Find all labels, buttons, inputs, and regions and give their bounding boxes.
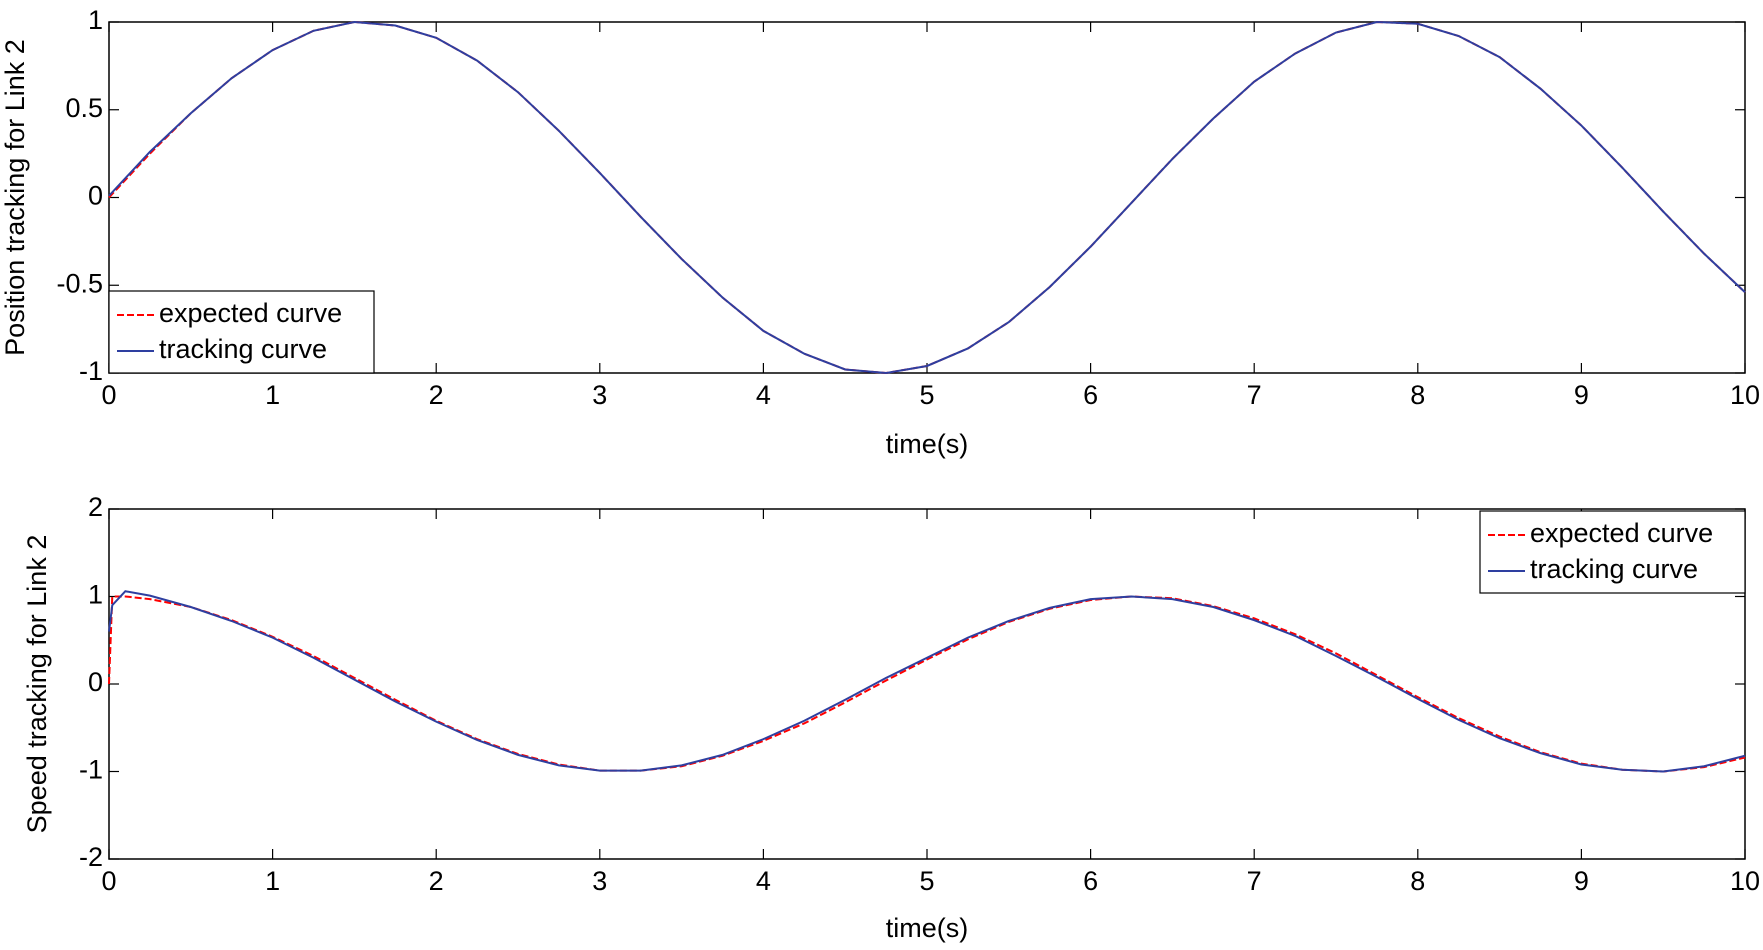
x-tick-label: 1 bbox=[265, 380, 280, 410]
y-tick-label: 2 bbox=[88, 492, 103, 522]
x-tick-label: 10 bbox=[1730, 380, 1760, 410]
x-tick-label: 7 bbox=[1247, 380, 1262, 410]
x-tick-label: 8 bbox=[1410, 380, 1425, 410]
data-line bbox=[108, 595, 1746, 773]
legend-label: expected curve bbox=[1530, 518, 1713, 548]
x-tick-label: 7 bbox=[1247, 866, 1262, 896]
x-tick-label: 0 bbox=[101, 866, 116, 896]
x-tick-label: 3 bbox=[592, 866, 607, 896]
y-tick-label: 1 bbox=[88, 580, 103, 610]
y-tick-label: 0 bbox=[88, 181, 103, 211]
x-tick-label: 1 bbox=[265, 866, 280, 896]
y-axis-label: Position tracking for Link 2 bbox=[0, 39, 30, 356]
y-tick-label: -1 bbox=[79, 356, 103, 386]
x-tick-label: 5 bbox=[919, 380, 934, 410]
x-tick-label: 4 bbox=[756, 380, 771, 410]
x-tick-label: 6 bbox=[1083, 866, 1098, 896]
y-axis-label: Speed tracking for Link 2 bbox=[22, 535, 52, 834]
legend-box bbox=[108, 290, 375, 374]
x-tick-label: 2 bbox=[429, 866, 444, 896]
x-tick-label: 8 bbox=[1410, 866, 1425, 896]
y-tick-label: 1 bbox=[88, 5, 103, 35]
x-tick-label: 0 bbox=[101, 380, 116, 410]
x-tick-label: 10 bbox=[1730, 866, 1760, 896]
x-tick-label: 6 bbox=[1083, 380, 1098, 410]
x-tick-label: 5 bbox=[919, 866, 934, 896]
legend-label: tracking curve bbox=[159, 334, 327, 364]
x-axis-label: time(s) bbox=[886, 429, 969, 459]
x-tick-label: 4 bbox=[756, 866, 771, 896]
legend-box bbox=[1479, 510, 1746, 594]
legend-label: tracking curve bbox=[1530, 554, 1698, 584]
x-tick-label: 9 bbox=[1574, 380, 1589, 410]
legend: expected curve tracking curve bbox=[1479, 510, 1746, 594]
y-tick-label: 0 bbox=[88, 667, 103, 697]
legend-label: expected curve bbox=[159, 298, 342, 328]
x-tick-label: 9 bbox=[1574, 866, 1589, 896]
x-tick-label: 2 bbox=[429, 380, 444, 410]
y-tick-label: -1 bbox=[79, 755, 103, 785]
x-axis-label: time(s) bbox=[886, 913, 969, 943]
legend: expected curve tracking curve bbox=[108, 290, 375, 374]
y-tick-label: 0.5 bbox=[65, 93, 103, 123]
y-tick-label: -0.5 bbox=[56, 268, 103, 298]
data-line bbox=[108, 590, 1746, 773]
y-tick-label: -2 bbox=[79, 842, 103, 872]
x-tick-label: 3 bbox=[592, 380, 607, 410]
data-line bbox=[108, 20, 1746, 375]
